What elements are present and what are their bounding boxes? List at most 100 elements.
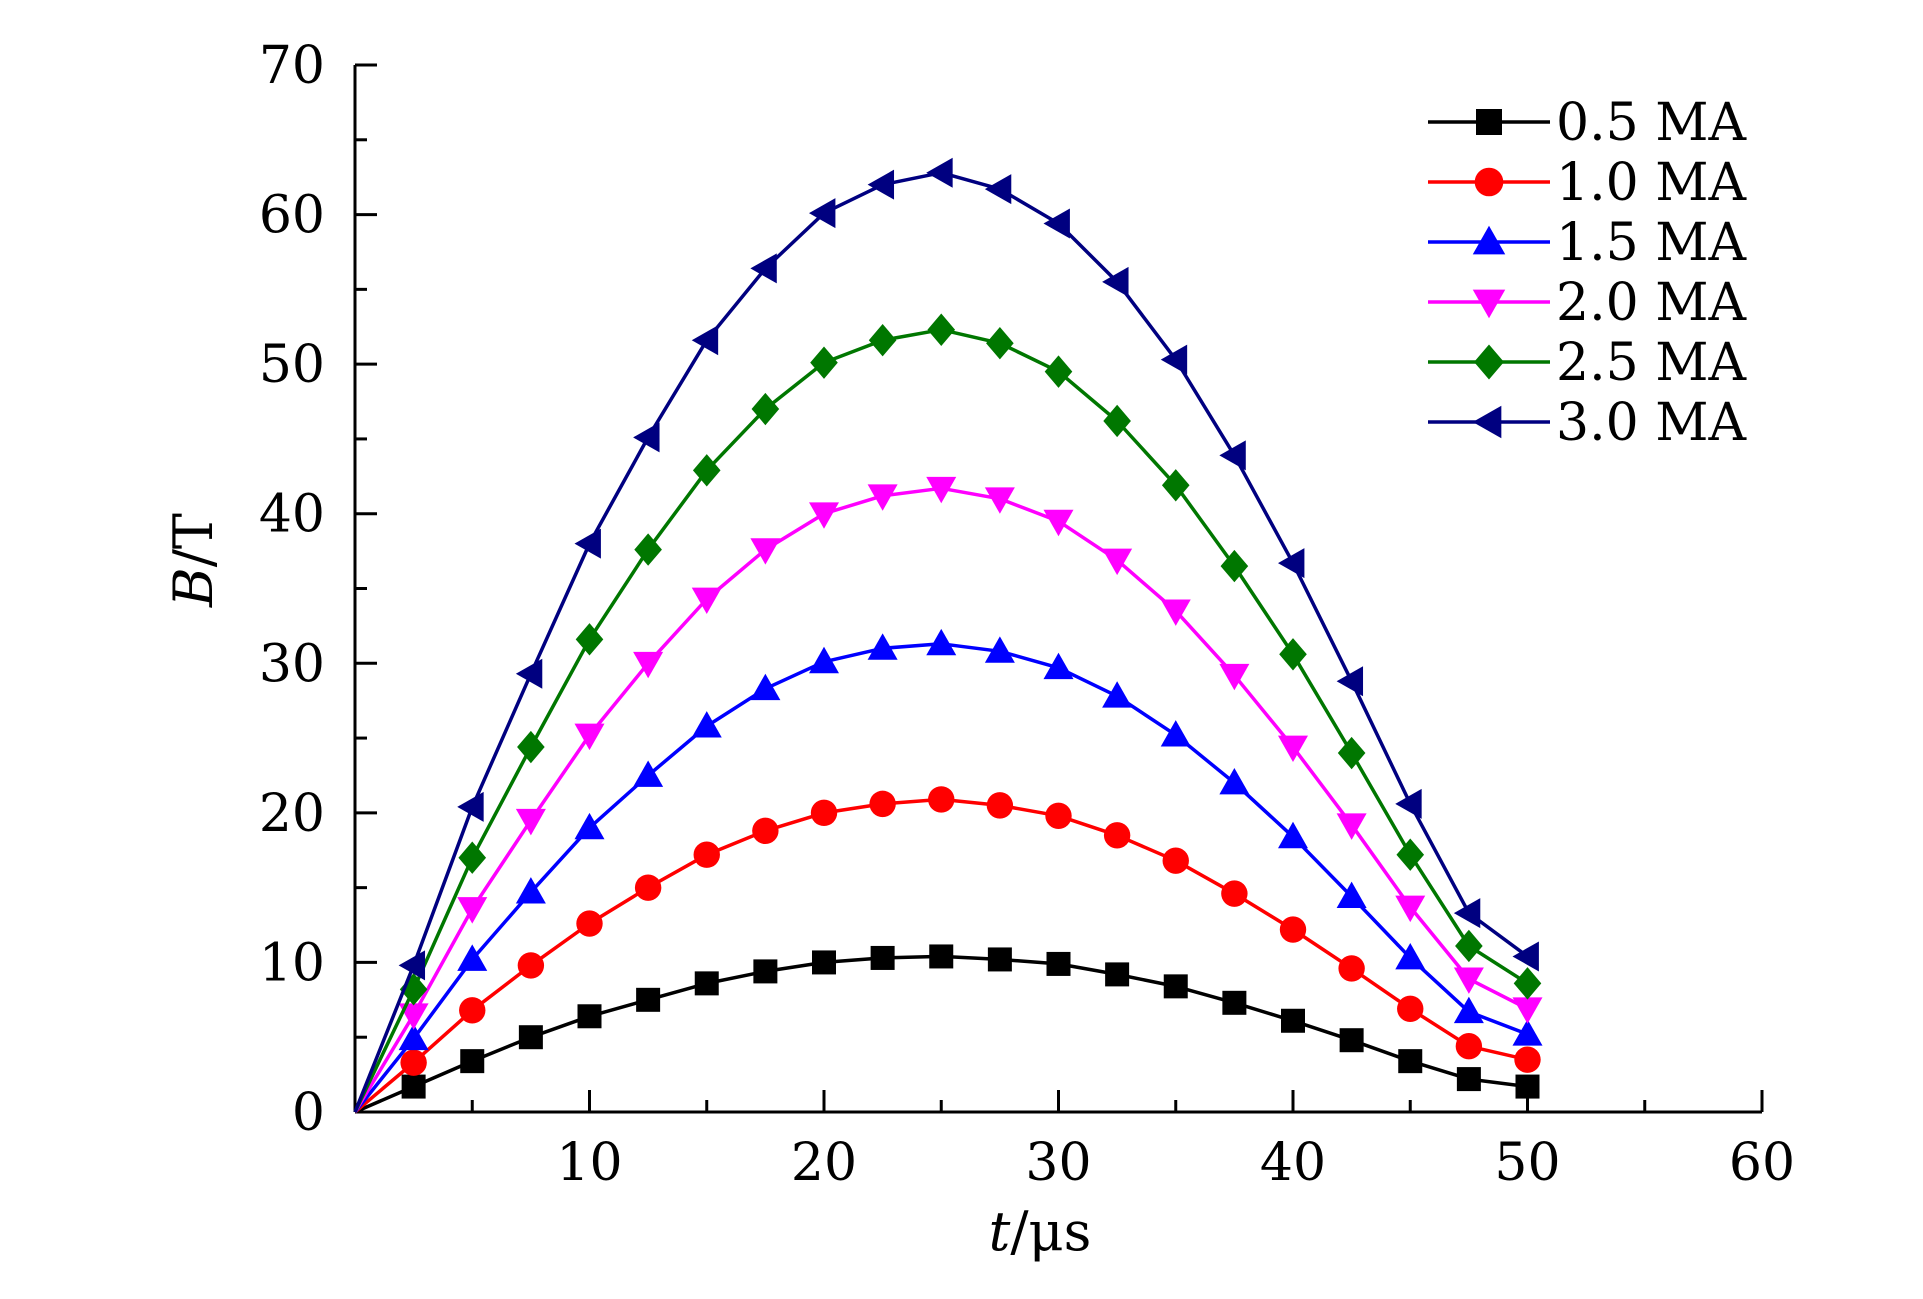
data-point [515,658,543,689]
data-point [1512,997,1543,1024]
data-point [518,1025,543,1050]
x-axis-variable: t [989,1200,1011,1263]
data-point [1398,1049,1423,1074]
legend-label: 1.5 MA [1556,213,1747,273]
data-point [517,952,545,979]
data-point [750,253,777,284]
data-point [398,1023,429,1051]
data-point [1102,681,1133,708]
data-point [1220,549,1249,583]
data-point [987,947,1012,972]
data-point [928,786,955,813]
data-point [870,945,895,970]
data-point [634,874,662,901]
data-point [1105,962,1130,987]
data-point [1046,951,1071,976]
legend-label: 3.0 MA [1556,393,1747,453]
legend-item: 1.0 MA [1428,153,1747,213]
y-tick-label: 60 [259,186,325,246]
data-point [1514,1046,1541,1073]
series-5 [353,313,1542,1113]
x-tick-label: 10 [556,1133,622,1193]
data-point [1512,1019,1543,1046]
data-point [1279,916,1307,943]
series-4 [353,476,1543,1113]
data-point [458,841,487,874]
legend-label: 2.0 MA [1556,273,1747,333]
x-tick-label: 20 [791,1133,857,1193]
data-point [753,959,778,984]
data-point [1102,266,1129,297]
data-point [750,538,781,565]
data-point [692,454,721,487]
data-point [1219,440,1246,471]
data-point [1219,767,1250,795]
data-point [460,1049,485,1074]
data-point [867,169,895,200]
data-point [574,528,601,559]
legend-marker [1472,289,1506,319]
data-point [1161,469,1190,502]
data-point [868,324,897,357]
data-point [867,633,898,660]
data-point [691,325,719,356]
data-point [984,636,1015,663]
legend: 0.5 MA1.0 MA1.5 MA2.0 MA2.5 MA3.0 MA [1428,93,1747,453]
data-point [517,730,545,764]
data-point [398,950,426,981]
data-point [1221,880,1248,907]
x-tick-label: 30 [1025,1133,1091,1193]
data-point [515,877,546,904]
data-point [1453,967,1484,994]
data-point [869,790,896,818]
data-point [691,587,722,614]
y-tick-label: 40 [259,485,325,545]
data-point [1279,638,1307,671]
y-tick-label: 20 [259,784,325,844]
data-point [810,346,838,379]
series-1 [354,944,1540,1114]
data-point [1336,813,1367,840]
legend-marker [1472,405,1502,439]
data-point [633,760,664,787]
series-group [353,157,1543,1114]
y-axis-variable: B [162,567,225,608]
y-tick-label: 70 [259,36,325,96]
series-3 [353,628,1543,1114]
data-point [1396,838,1425,871]
data-point [986,792,1014,819]
data-point [1336,881,1367,909]
legend-item: 2.5 MA [1428,333,1747,393]
data-point [574,723,605,751]
data-point [636,987,661,1012]
data-point [693,841,720,868]
y-tick-label: 10 [259,933,325,993]
series-6 [353,157,1539,1113]
data-point [1219,663,1250,691]
data-point [1162,847,1189,874]
data-point [810,799,838,827]
legend-item: 0.5 MA [1428,93,1747,153]
data-point [929,944,954,969]
data-point [575,623,604,656]
data-point [1513,967,1542,1000]
data-point [401,1074,426,1099]
legend-marker [1476,109,1502,135]
data-point [809,646,839,674]
tick-labels: 10 20 30 40 50 60 70 10 20 30 40 50 60 0 [259,36,1795,1193]
data-point [457,944,488,971]
data-point [1278,735,1308,763]
data-point [1338,955,1365,982]
legend-item: 2.0 MA [1428,273,1747,333]
data-point [1453,996,1484,1024]
data-point [1395,895,1426,923]
legend-marker [1474,344,1504,380]
data-point [1103,404,1131,438]
data-point [1455,1032,1483,1060]
data-point [1395,942,1426,970]
y-tick-label: 50 [259,335,325,395]
data-point [1456,1067,1481,1092]
data-point [1281,1008,1305,1033]
data-point [1103,822,1131,849]
data-point [1397,995,1424,1022]
